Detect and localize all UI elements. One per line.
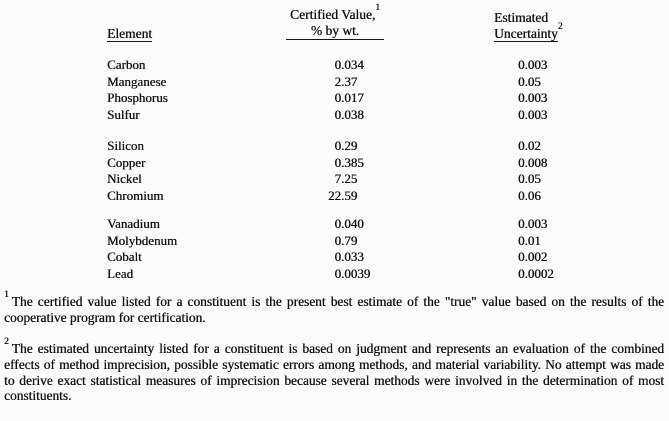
- estimated-uncertainty: 0.06: [518, 187, 541, 203]
- element-name: Phosphorus: [107, 90, 168, 105]
- column-header-certified-value: Certified Value,1 % by wt.: [262, 3, 408, 40]
- table-row: Nickel 7.25 0.05: [0, 171, 669, 188]
- certified-value: 2.37: [334, 73, 358, 89]
- estimated-uncertainty: 0.003: [518, 57, 548, 72]
- certified-value-footnote-ref: 1: [375, 2, 380, 13]
- column-header-uncertainty: Estimated Uncertainty2: [494, 10, 562, 42]
- certified-value: 0.79: [334, 232, 358, 248]
- element-name: Cobalt: [107, 249, 142, 264]
- element-name: Lead: [107, 265, 133, 281]
- estimated-uncertainty: 0.02: [518, 138, 541, 153]
- table-row: Manganese 2.37 0.05: [0, 74, 669, 91]
- element-name: Carbon: [107, 57, 146, 72]
- element-name: Nickel: [107, 171, 142, 186]
- estimated-uncertainty: 0.0002: [518, 265, 554, 281]
- element-name: Silicon: [107, 138, 144, 153]
- table-group: Vanadium 0.040 0.003 Molybdenum 0.79 0.01 Coba…: [0, 216, 669, 282]
- table-row: Silicon 0.29 0.02: [0, 138, 669, 155]
- estimated-uncertainty: 0.05: [518, 73, 541, 89]
- table-group: Silicon 0.29 0.02 Copper 0.385 0.008 Nickel 7.2…: [0, 138, 669, 204]
- footnote-1-text: The certified value listed for a constit…: [4, 294, 664, 325]
- estimated-uncertainty: 0.01: [518, 232, 541, 248]
- table-row: Cobalt 0.033 0.002: [0, 249, 669, 266]
- table-row: Lead 0.0039 0.0002: [0, 266, 669, 283]
- footnote-estimated-uncertainty: 2 The estimated uncertainty listed for a …: [4, 337, 664, 404]
- table-row: Chromium 22.59 0.06: [0, 188, 669, 205]
- element-name: Copper: [107, 154, 146, 170]
- table-row: Copper 0.385 0.008: [0, 155, 669, 172]
- estimated-uncertainty: 0.003: [518, 216, 548, 231]
- table-row: Vanadium 0.040 0.003: [0, 216, 669, 233]
- estimated-uncertainty: 0.002: [518, 249, 548, 264]
- estimated-uncertainty: 0.003: [518, 90, 548, 105]
- certified-value: 0.033: [334, 249, 364, 264]
- table-row: Sulfur 0.038 0.003: [0, 107, 669, 124]
- table-row: Molybdenum 0.79 0.01: [0, 233, 669, 250]
- footnote-2-text: The estimated uncertainty listed for a c…: [4, 341, 664, 404]
- element-header-label: Element: [107, 26, 152, 42]
- column-header-element: Element: [107, 26, 152, 42]
- certified-value: 0.038: [334, 106, 364, 122]
- certified-value: 7.25: [334, 171, 358, 186]
- table-row: Phosphorus 0.017 0.003: [0, 90, 669, 107]
- element-name: Manganese: [107, 73, 167, 89]
- certified-value: 0.040: [334, 216, 364, 231]
- estimated-uncertainty: 0.05: [518, 171, 541, 186]
- certified-value-header-label: Certified Value,: [290, 7, 376, 22]
- certified-value: 0.034: [334, 57, 364, 72]
- certified-value: 0.017: [334, 90, 364, 105]
- element-name: Chromium: [107, 187, 164, 203]
- estimated-label: Estimated: [494, 10, 548, 25]
- element-name: Sulfur: [107, 106, 140, 122]
- footnote-2-marker: 2: [4, 336, 9, 347]
- estimated-uncertainty: 0.003: [518, 106, 548, 122]
- element-name: Molybdenum: [107, 232, 178, 248]
- footnote-1-marker: 1: [4, 289, 9, 300]
- certified-value: 0.385: [334, 154, 364, 170]
- footnote-certified-value: 1 The certified value listed for a consti…: [4, 290, 664, 326]
- element-name: Vanadium: [107, 216, 160, 231]
- uncertainty-footnote-ref: 2: [557, 21, 563, 32]
- percent-by-wt-label: % by wt.: [286, 23, 384, 40]
- uncertainty-label: Uncertainty: [494, 26, 558, 42]
- certified-value: 22.59: [328, 187, 358, 203]
- certified-value: 0.29: [334, 138, 358, 153]
- certified-value: 0.0039: [334, 265, 371, 281]
- table-row: Carbon 0.034 0.003: [0, 57, 669, 74]
- table-group: Carbon 0.034 0.003 Manganese 2.37 0.05 Phospho…: [0, 57, 669, 123]
- estimated-uncertainty: 0.008: [518, 154, 548, 170]
